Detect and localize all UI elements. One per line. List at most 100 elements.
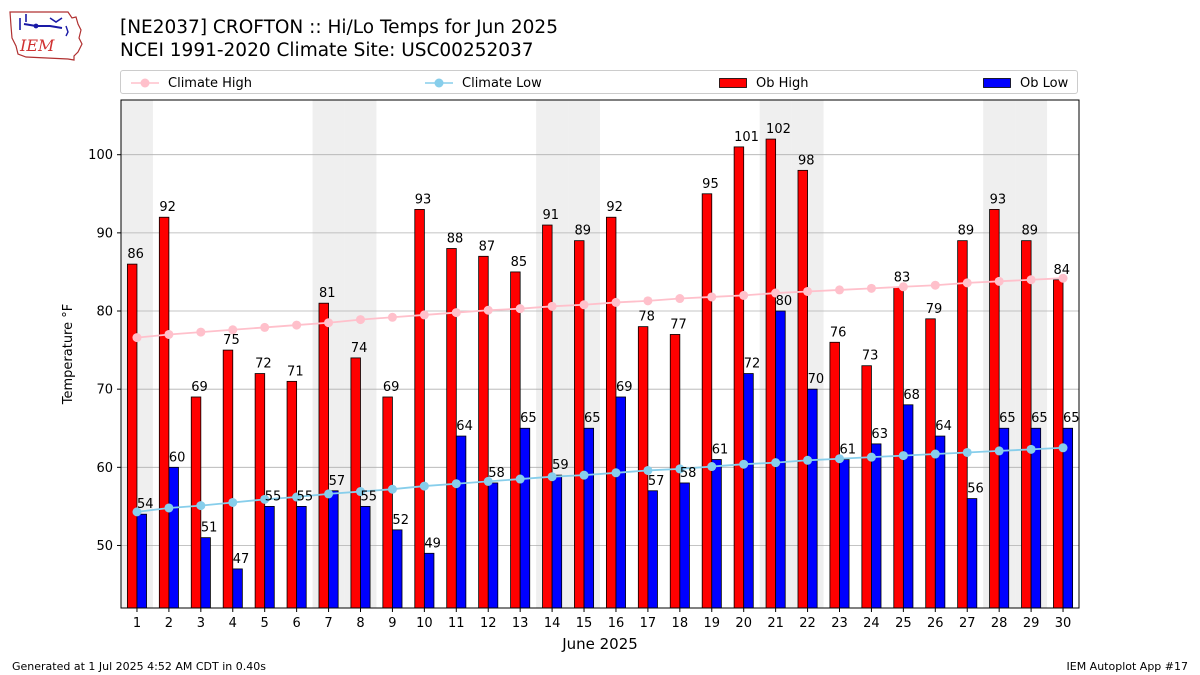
tick-label-x-26: 26 [927, 616, 944, 631]
bar-ob-high-day-22 [797, 169, 808, 609]
point-climate-high-day-12 [483, 305, 493, 315]
label-ob-low-day-25: 68 [903, 388, 920, 403]
legend-item-ob-low: Ob Low [983, 74, 1068, 92]
label-ob-low-day-24: 63 [871, 427, 888, 442]
legend-label-climate-high: Climate High [168, 75, 253, 91]
bar-ob-low-day-12 [487, 482, 499, 609]
tick-label-x-7: 7 [324, 616, 332, 631]
point-climate-high-day-7 [324, 318, 334, 328]
tick-label-x-4: 4 [229, 616, 237, 631]
label-ob-high-day-14: 91 [543, 208, 560, 223]
bar-ob-high-day-14 [542, 224, 553, 609]
point-climate-low-day-24 [866, 452, 876, 462]
label-ob-high-day-19: 95 [702, 177, 719, 192]
point-climate-low-day-14 [547, 472, 557, 482]
tick-label-x-2: 2 [165, 616, 173, 631]
label-ob-high-day-18: 77 [670, 317, 687, 332]
label-ob-low-day-5: 55 [265, 489, 282, 504]
bar-ob-low-day-18 [679, 482, 690, 609]
point-climate-high-day-13 [515, 304, 525, 314]
bar-ob-high-day-19 [701, 193, 713, 609]
footer-app-text: IEM Autoplot App #17 [1066, 660, 1189, 673]
label-ob-high-day-28: 93 [990, 192, 1007, 207]
label-ob-low-day-18: 58 [680, 466, 697, 481]
point-climate-low-day-5 [260, 494, 270, 504]
label-ob-low-day-14: 59 [552, 458, 569, 473]
tick-label-x-6: 6 [292, 616, 300, 631]
point-climate-low-day-21 [771, 458, 781, 468]
bar-ob-high-day-21 [765, 138, 777, 609]
bar-ob-low-day-6 [296, 505, 307, 609]
bar-ob-low-day-8 [360, 505, 371, 609]
label-ob-high-day-7: 81 [319, 286, 336, 301]
point-climate-low-day-20 [739, 459, 749, 469]
point-climate-high-day-26 [930, 280, 940, 290]
bar-ob-high-day-20 [733, 146, 745, 609]
label-ob-low-day-20: 72 [744, 357, 761, 372]
label-ob-low-day-10: 49 [424, 536, 441, 551]
label-ob-high-day-26: 79 [926, 302, 943, 317]
label-ob-low-day-22: 70 [808, 372, 825, 387]
point-climate-low-day-10 [419, 481, 429, 491]
label-ob-high-day-6: 71 [287, 364, 304, 379]
tick-label-x-24: 24 [863, 616, 880, 631]
bar-ob-high-day-16 [605, 216, 617, 609]
x-axis-label: June 2025 [561, 635, 638, 653]
point-climate-high-day-27 [962, 278, 972, 288]
tick-label-x-21: 21 [767, 616, 784, 631]
label-ob-low-day-12: 58 [488, 466, 505, 481]
bar-ob-low-day-24 [871, 443, 882, 609]
bar-ob-low-day-26 [934, 435, 946, 609]
legend: Climate High Climate Low Ob High Ob Low [120, 70, 1078, 94]
label-ob-low-day-9: 52 [392, 513, 409, 528]
bar-ob-high-day-24 [861, 365, 872, 609]
point-climate-low-day-12 [483, 476, 493, 486]
bar-ob-high-day-25 [893, 287, 904, 609]
label-ob-high-day-16: 92 [606, 200, 623, 215]
label-ob-low-day-17: 57 [648, 474, 665, 489]
label-ob-low-day-30: 65 [1063, 411, 1080, 426]
bar-ob-high-day-9 [382, 396, 393, 609]
label-ob-low-day-7: 57 [329, 474, 346, 489]
bar-ob-high-day-5 [254, 373, 266, 609]
logo-text: IEM [19, 36, 55, 55]
tick-label-x-10: 10 [416, 616, 433, 631]
point-climate-low-day-25 [898, 451, 908, 461]
bar-ob-low-day-1 [136, 513, 147, 609]
tick-label-x-13: 13 [512, 616, 529, 631]
bar-ob-low-day-13 [519, 427, 531, 609]
tick-label-y-100: 100 [88, 148, 113, 163]
point-climate-high-day-17 [643, 296, 653, 306]
bar-ob-low-day-9 [392, 529, 403, 609]
bar-ob-low-day-20 [743, 373, 754, 609]
label-ob-low-day-4: 47 [233, 552, 250, 567]
bar-ob-low-day-2 [168, 466, 179, 609]
bar-ob-low-day-14 [551, 474, 563, 609]
point-climate-low-day-19 [707, 462, 717, 472]
label-ob-high-day-12: 87 [479, 239, 496, 254]
label-ob-low-day-8: 55 [361, 489, 378, 504]
label-ob-low-day-27: 56 [967, 482, 984, 497]
label-ob-high-day-27: 89 [958, 224, 975, 239]
iem-logo: IEM [9, 11, 83, 61]
tick-label-x-28: 28 [991, 616, 1008, 631]
point-climate-high-day-24 [866, 283, 876, 293]
label-ob-high-day-1: 86 [127, 247, 144, 262]
label-ob-high-day-15: 89 [574, 224, 591, 239]
tick-label-y-60: 60 [96, 461, 113, 476]
bar-ob-low-day-11 [455, 435, 467, 609]
tick-label-x-11: 11 [448, 616, 465, 631]
bar-ob-low-day-16 [615, 396, 626, 609]
tick-label-x-20: 20 [735, 616, 752, 631]
label-ob-high-day-5: 72 [255, 357, 272, 372]
point-climate-low-day-23 [835, 454, 844, 464]
point-climate-high-day-21 [771, 288, 781, 298]
point-climate-low-day-7 [324, 489, 334, 499]
chart-subtitle: NCEI 1991-2020 Climate Site: USC00252037 [120, 40, 534, 61]
label-ob-high-day-20: 101 [734, 130, 759, 145]
tick-label-x-16: 16 [608, 616, 625, 631]
tick-label-x-14: 14 [544, 616, 561, 631]
label-ob-low-day-16: 69 [616, 380, 633, 395]
label-ob-high-day-10: 93 [415, 192, 432, 207]
bar-ob-low-day-5 [264, 505, 275, 609]
